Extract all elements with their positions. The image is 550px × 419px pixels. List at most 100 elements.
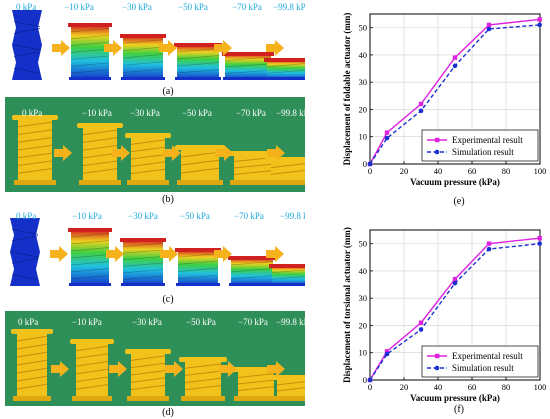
chart-torsional-displacement: 0 20 40 60 80 100 0 10 20 30 40 50 Vacuum pressure (… (342, 227, 547, 403)
actuator-photo (125, 349, 171, 401)
arrow-icon (214, 40, 232, 56)
arrow-icon (214, 246, 232, 262)
sim-label-3: −50 kPa (180, 211, 210, 221)
x-tick-label: 40 (434, 166, 443, 176)
data-point-experimental (486, 22, 492, 28)
series-line-simulation (369, 24, 540, 165)
panel-d-photo: 0 kPa −10 kPa −30 kPa −50 kPa −70 kPa −9… (5, 311, 305, 406)
x-tick-label: 60 (468, 166, 477, 176)
arrow-icon (52, 40, 70, 56)
x-tick-label: 0 (368, 166, 372, 176)
panel-c-simulation: 0 kPa −10 kPa −30 kPa −50 kPa −70 kPa −9… (10, 211, 305, 286)
data-point-simulation (486, 26, 492, 32)
actuator-deformed (264, 58, 305, 80)
data-point-experimental (452, 276, 458, 282)
photo-label-5: −99.8 kPa (276, 317, 305, 327)
y-axis-label: Displacement of foldable actuator (mm) (342, 13, 352, 166)
y-tick-label: 10 (359, 348, 368, 358)
y-tick-label: 0 (363, 375, 367, 385)
actuator-deformed (68, 23, 112, 80)
actuator-photo (179, 357, 227, 401)
photo-label-2: −30 kPa (132, 317, 162, 327)
caption-b: (b) (162, 194, 174, 205)
data-point-simulation (367, 377, 373, 383)
caption-e: (e) (453, 196, 465, 207)
caption-a: (a) (162, 86, 174, 97)
sim-label-2: −30 kPa (122, 2, 152, 12)
sim-label-1: −10 kPa (64, 2, 94, 12)
arrow-icon (109, 361, 127, 377)
data-point-simulation (537, 241, 542, 246)
x-tick-label: 40 (434, 382, 443, 392)
data-point-experimental (452, 55, 458, 60)
photo-label-0: 0 kPa (18, 317, 38, 327)
y-tick-label: 20 (359, 104, 368, 114)
arrow-icon (163, 145, 181, 161)
data-point-simulation (418, 108, 424, 114)
actuator-deformed (228, 256, 276, 286)
data-point-experimental (384, 130, 390, 135)
photo-label-4: −70 kPa (238, 317, 268, 327)
photo-label-1: −10 kPa (82, 108, 112, 118)
y-tick-label: 50 (359, 23, 368, 33)
x-tick-label: 100 (534, 166, 547, 176)
y-tick-label: 30 (359, 77, 368, 87)
actuator-deformed (120, 34, 166, 80)
x-tick-label: 80 (502, 166, 511, 176)
arrow-icon (266, 246, 284, 262)
x-tick-label: 0 (368, 382, 372, 392)
data-point-simulation (384, 135, 390, 141)
photo-label-0: 0 kPa (22, 108, 42, 118)
y-tick-label: 0 (363, 159, 367, 169)
actuator-initial (12, 10, 42, 80)
photo-label-3: −50 kPa (182, 108, 212, 118)
x-tick-label: 100 (534, 382, 547, 392)
sim-label-4: −70 kPa (234, 211, 264, 221)
actuator-deformed (174, 43, 222, 80)
actuator-photo (265, 157, 305, 185)
legend-marker (434, 149, 440, 155)
legend: Experimental result Simulation result (421, 129, 539, 162)
actuator-deformed (120, 238, 166, 286)
data-point-simulation (486, 246, 492, 252)
sim-label-1: −10 kPa (72, 211, 102, 221)
caption-c: (c) (162, 294, 174, 305)
legend-marker (435, 137, 440, 143)
legend-marker (434, 365, 440, 371)
x-axis-label: Vacuum pressure (kPa) (410, 177, 500, 187)
arrow-icon (50, 246, 68, 262)
data-point-simulation (452, 280, 458, 286)
arrow-icon (104, 40, 122, 56)
actuator-initial (10, 218, 40, 286)
data-point-simulation (537, 22, 542, 28)
arrow-icon (165, 361, 183, 377)
arrow-icon (267, 361, 285, 377)
data-point-experimental (418, 320, 424, 325)
actuator-photo (175, 145, 225, 185)
caption-d: (d) (162, 407, 174, 418)
legend-box (421, 129, 539, 162)
y-tick-label: 40 (359, 50, 368, 60)
data-point-experimental (537, 17, 542, 22)
data-point-experimental (418, 101, 424, 107)
legend: Experimental result Simulation result (421, 345, 539, 378)
legend-box (421, 345, 539, 378)
legend-label: Experimental result (452, 135, 523, 145)
sim-label-3: −50 kPa (178, 2, 208, 12)
photo-label-4: −70 kPa (236, 108, 266, 118)
legend-label: Simulation result (452, 147, 514, 157)
photo-label-2: −30 kPa (130, 108, 160, 118)
data-point-simulation (367, 161, 373, 167)
y-tick-label: 50 (359, 239, 368, 249)
chart-foldable-displacement: 0 20 40 60 80 100 0 10 20 30 40 50 Vacuum pressure (… (342, 13, 547, 187)
y-tick-label: 20 (359, 320, 368, 330)
x-tick-label: 20 (400, 382, 409, 392)
panel-a-simulation: 0 kPa −10 kPa −30 kPa −50 kPa −70 kPa −9… (12, 2, 305, 80)
y-tick-label: 10 (359, 132, 368, 142)
actuator-photo (70, 339, 114, 401)
x-tick-label: 20 (400, 166, 409, 176)
caption-f: (f) (454, 404, 464, 415)
actuator-photo (271, 375, 305, 401)
legend-marker (435, 353, 440, 359)
sim-label-5: −99.8 kPa (280, 211, 305, 221)
